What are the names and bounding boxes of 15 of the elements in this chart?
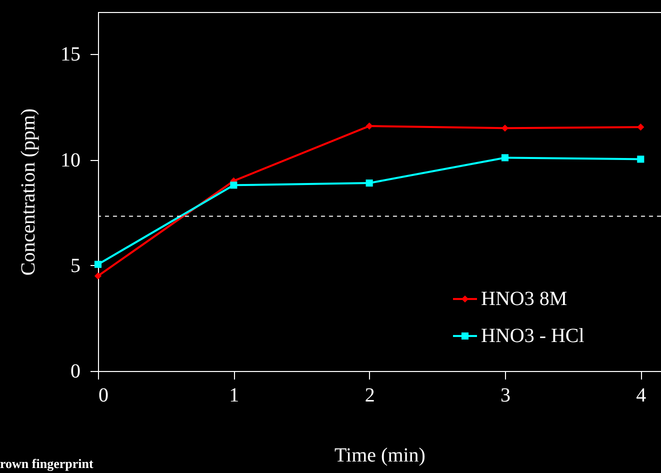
legend-label: HNO3 - HCl xyxy=(481,325,585,347)
text: rown fingerprint xyxy=(0,456,94,471)
legend-label: HNO3 8M xyxy=(481,288,568,310)
y-tick-label: 0 xyxy=(70,360,80,382)
y-tick-label: 15 xyxy=(60,44,80,66)
x-tick-label: 4 xyxy=(636,384,646,406)
x-tick-label: 0 xyxy=(98,384,108,406)
x-tick-label: 3 xyxy=(500,384,510,406)
x-tick-label: 1 xyxy=(229,384,240,406)
y-tick-label: 5 xyxy=(70,254,80,277)
y-tick-label: 10 xyxy=(60,149,80,172)
y-axis-title: Concentration (ppm) xyxy=(18,108,40,276)
x-tick-label: 2 xyxy=(364,384,375,406)
point xyxy=(94,272,102,280)
x-axis-title: Time (min) xyxy=(334,444,426,466)
